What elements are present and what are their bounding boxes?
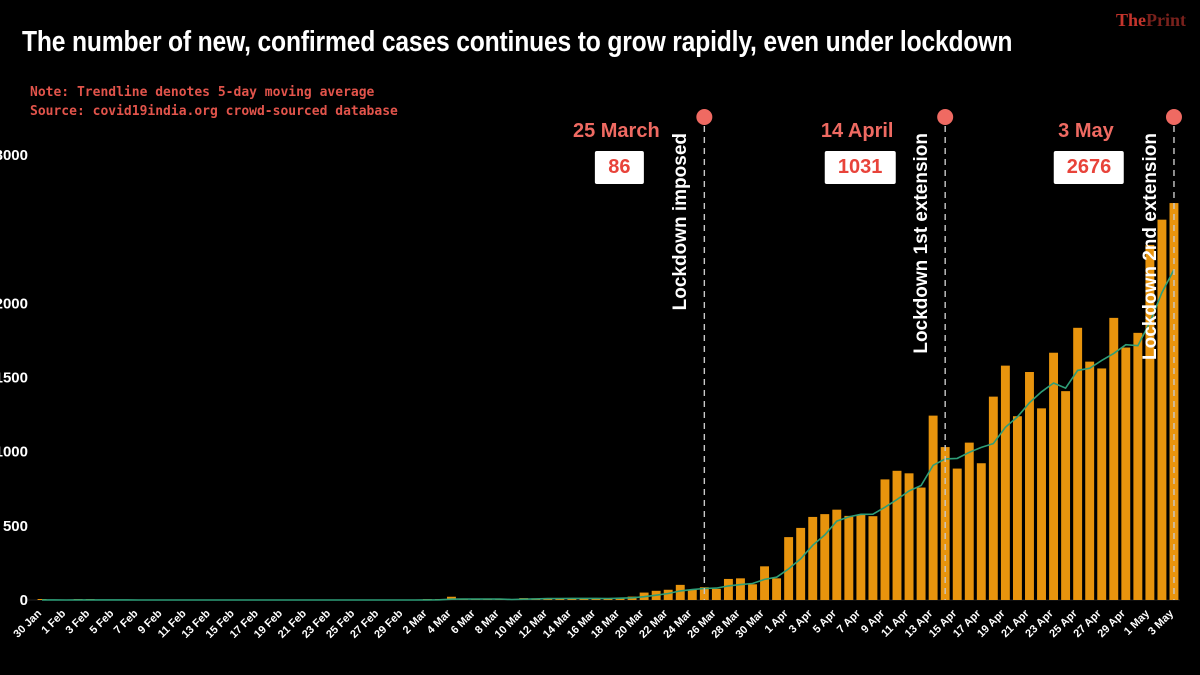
svg-text:1500: 1500: [0, 370, 28, 387]
bar: [675, 584, 685, 600]
bar: [1097, 368, 1107, 600]
svg-text:3 Apr: 3 Apr: [787, 607, 816, 636]
bar: [1000, 365, 1010, 600]
bar: [844, 515, 854, 600]
svg-text:4 Mar: 4 Mar: [425, 607, 454, 636]
bar: [1133, 332, 1143, 600]
bar: [808, 516, 818, 600]
svg-text:1000: 1000: [0, 444, 28, 461]
bar: [892, 470, 902, 600]
y-axis-labels: 3000 2000 1500 1000 500 0: [0, 147, 28, 609]
svg-text:1 May: 1 May: [1122, 607, 1153, 638]
bar: [1049, 352, 1059, 600]
svg-text:1 Feb: 1 Feb: [39, 607, 68, 636]
note-trendline: Note: Trendline denotes 5-day moving ave…: [30, 85, 375, 100]
svg-text:2000: 2000: [0, 295, 28, 312]
svg-text:6 Mar: 6 Mar: [449, 607, 478, 636]
svg-text:3000: 3000: [0, 147, 28, 164]
bar: [988, 396, 998, 600]
bar: [1025, 372, 1034, 600]
bar: [1145, 244, 1155, 600]
bar: [1061, 391, 1071, 600]
bar: [663, 589, 673, 600]
bar: [1073, 327, 1083, 600]
bar: [1157, 219, 1167, 601]
bar: [772, 578, 782, 600]
annotation-line-label: Lockdown 2nd extension: [1139, 133, 1161, 360]
trendline: [42, 269, 1175, 601]
bar: [880, 479, 890, 600]
logo-print: Print: [1146, 10, 1186, 30]
bar: [1037, 408, 1046, 600]
bar: [1121, 347, 1131, 600]
bar: [567, 598, 577, 600]
bar: [856, 515, 866, 600]
bar: [1012, 416, 1022, 600]
bar: [964, 442, 974, 600]
bar: [748, 584, 757, 600]
note-source: Source: covid19india.org crowd-sourced d…: [30, 104, 398, 119]
bar: [916, 487, 926, 600]
annotation-value-badge: 2676: [1053, 151, 1125, 184]
annotation-line-label: Lockdown imposed: [670, 133, 692, 311]
bar: [736, 578, 745, 600]
annotation-dot: [937, 109, 954, 125]
bar: [1109, 317, 1119, 600]
svg-text:30 Jan: 30 Jan: [11, 607, 44, 640]
svg-text:500: 500: [3, 518, 28, 535]
bar: [832, 509, 842, 600]
annotation-date: 3 May: [1058, 120, 1114, 142]
annotation-date: 14 April: [820, 120, 894, 142]
svg-text:5 Apr: 5 Apr: [811, 607, 840, 636]
bar: [796, 527, 806, 600]
bar: [904, 473, 914, 600]
bar: [711, 588, 721, 601]
svg-text:3 May: 3 May: [1146, 607, 1177, 638]
bar: [447, 596, 456, 600]
bar: [687, 589, 697, 600]
annotation-value-badge: 86: [595, 151, 644, 184]
bar: [555, 598, 565, 600]
svg-text:5 Feb: 5 Feb: [88, 607, 117, 636]
annotation-dot: [696, 109, 713, 125]
bar: [760, 566, 769, 600]
bar: [976, 463, 986, 600]
bar: [820, 514, 830, 601]
annotation-line-label: Lockdown 1st extension: [911, 133, 933, 354]
logo-the: The: [1115, 10, 1146, 30]
annotation-date: 25 March: [572, 120, 660, 142]
annotation-dot: [1165, 109, 1182, 125]
bar: [952, 468, 962, 600]
svg-text:7 Feb: 7 Feb: [112, 607, 141, 636]
chart-title: The number of new, confirmed cases conti…: [22, 26, 1013, 58]
bar: [723, 578, 733, 600]
bar: [928, 415, 938, 600]
bar: [1085, 361, 1095, 600]
svg-text:1 Apr: 1 Apr: [763, 607, 792, 636]
annotation-value-badge: 1031: [824, 151, 896, 184]
svg-text:2 Mar: 2 Mar: [401, 607, 430, 636]
logo-theprint: ThePrint: [1116, 10, 1186, 31]
bar: [868, 516, 878, 600]
svg-text:3 Feb: 3 Feb: [64, 607, 93, 636]
svg-text:29 Apr: 29 Apr: [1096, 607, 1129, 640]
svg-text:0: 0: [20, 592, 28, 609]
bars-group: [37, 203, 1179, 601]
svg-text:7 Apr: 7 Apr: [835, 607, 864, 636]
